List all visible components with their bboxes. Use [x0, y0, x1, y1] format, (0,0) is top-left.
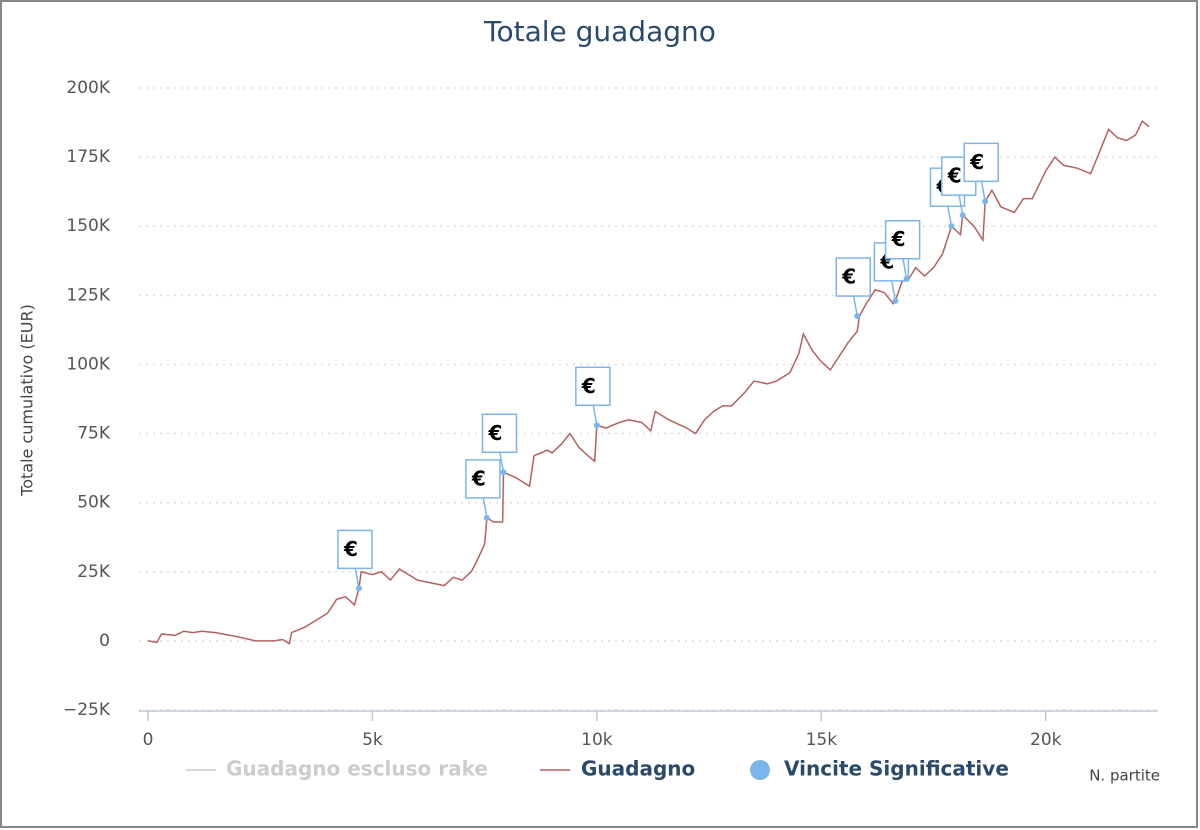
significant-win: [854, 313, 861, 320]
x-tick-label: 15k: [806, 730, 838, 750]
y-tick-label: 75K: [77, 424, 111, 444]
y-tick-label: 100K: [66, 354, 110, 374]
flag-label: €: [488, 421, 503, 445]
y-tick-label: 125K: [66, 285, 110, 305]
flag-label: €: [581, 374, 596, 398]
significant-win: [982, 198, 989, 205]
significant-win: [483, 514, 490, 521]
flag-stem: [957, 193, 964, 216]
flag-box: [835, 257, 871, 297]
y-tick-label: 150K: [66, 216, 110, 236]
flag-box: [575, 366, 611, 407]
flag-box: [884, 219, 921, 260]
x-axis-title: N. partite: [1089, 767, 1160, 785]
x-tick-label: 20k: [1030, 730, 1062, 750]
significant-win: [948, 223, 955, 230]
flag-box: [481, 413, 518, 454]
x-tick-label: 10k: [581, 730, 613, 750]
flag-stem: [482, 495, 488, 519]
significant-win: [500, 469, 507, 476]
flag-stem: [592, 403, 598, 426]
y-tick-label: 25K: [77, 562, 111, 582]
profit-line: [147, 119, 1150, 645]
significant-win: [959, 212, 966, 219]
flag-box: [465, 459, 501, 499]
flag-box: [337, 529, 373, 570]
significant-win: [903, 275, 910, 282]
flag-label: €: [891, 227, 906, 251]
legend-symbol: [750, 760, 770, 780]
legend-label: Guadagno: [581, 757, 695, 781]
flag-label: €: [969, 150, 984, 174]
flag-stem: [354, 566, 360, 589]
significant-win: [593, 422, 600, 429]
y-tick-label: 200K: [66, 78, 110, 98]
y-tick-label: −25K: [63, 700, 111, 720]
x-tick-label: 5k: [362, 730, 383, 750]
x-tick-label: 0: [143, 730, 154, 750]
y-tick-label: 175K: [66, 147, 110, 167]
flag-stem: [890, 278, 897, 301]
significant-win: [892, 297, 899, 304]
flag-box: [963, 142, 999, 183]
y-axis-title: Totale cumulativo (EUR): [18, 304, 37, 497]
flag-stem: [498, 450, 505, 473]
flag-stem: [980, 179, 986, 202]
flag-stem: [901, 256, 908, 279]
flag-label: €: [947, 164, 962, 188]
legend-label: Guadagno escluso rake: [226, 757, 488, 781]
y-tick-label: 0: [99, 631, 110, 651]
legend-label: Vincite Significative: [784, 757, 1009, 781]
chart-title: Totale guadagno: [483, 15, 716, 48]
flag-stem: [946, 204, 953, 227]
flag-stem: [852, 293, 858, 317]
flag-label: €: [471, 466, 486, 490]
flag-label: €: [841, 265, 856, 289]
y-tick-label: 50K: [77, 493, 111, 513]
flag-label: €: [343, 537, 358, 561]
significant-win: [355, 585, 362, 592]
